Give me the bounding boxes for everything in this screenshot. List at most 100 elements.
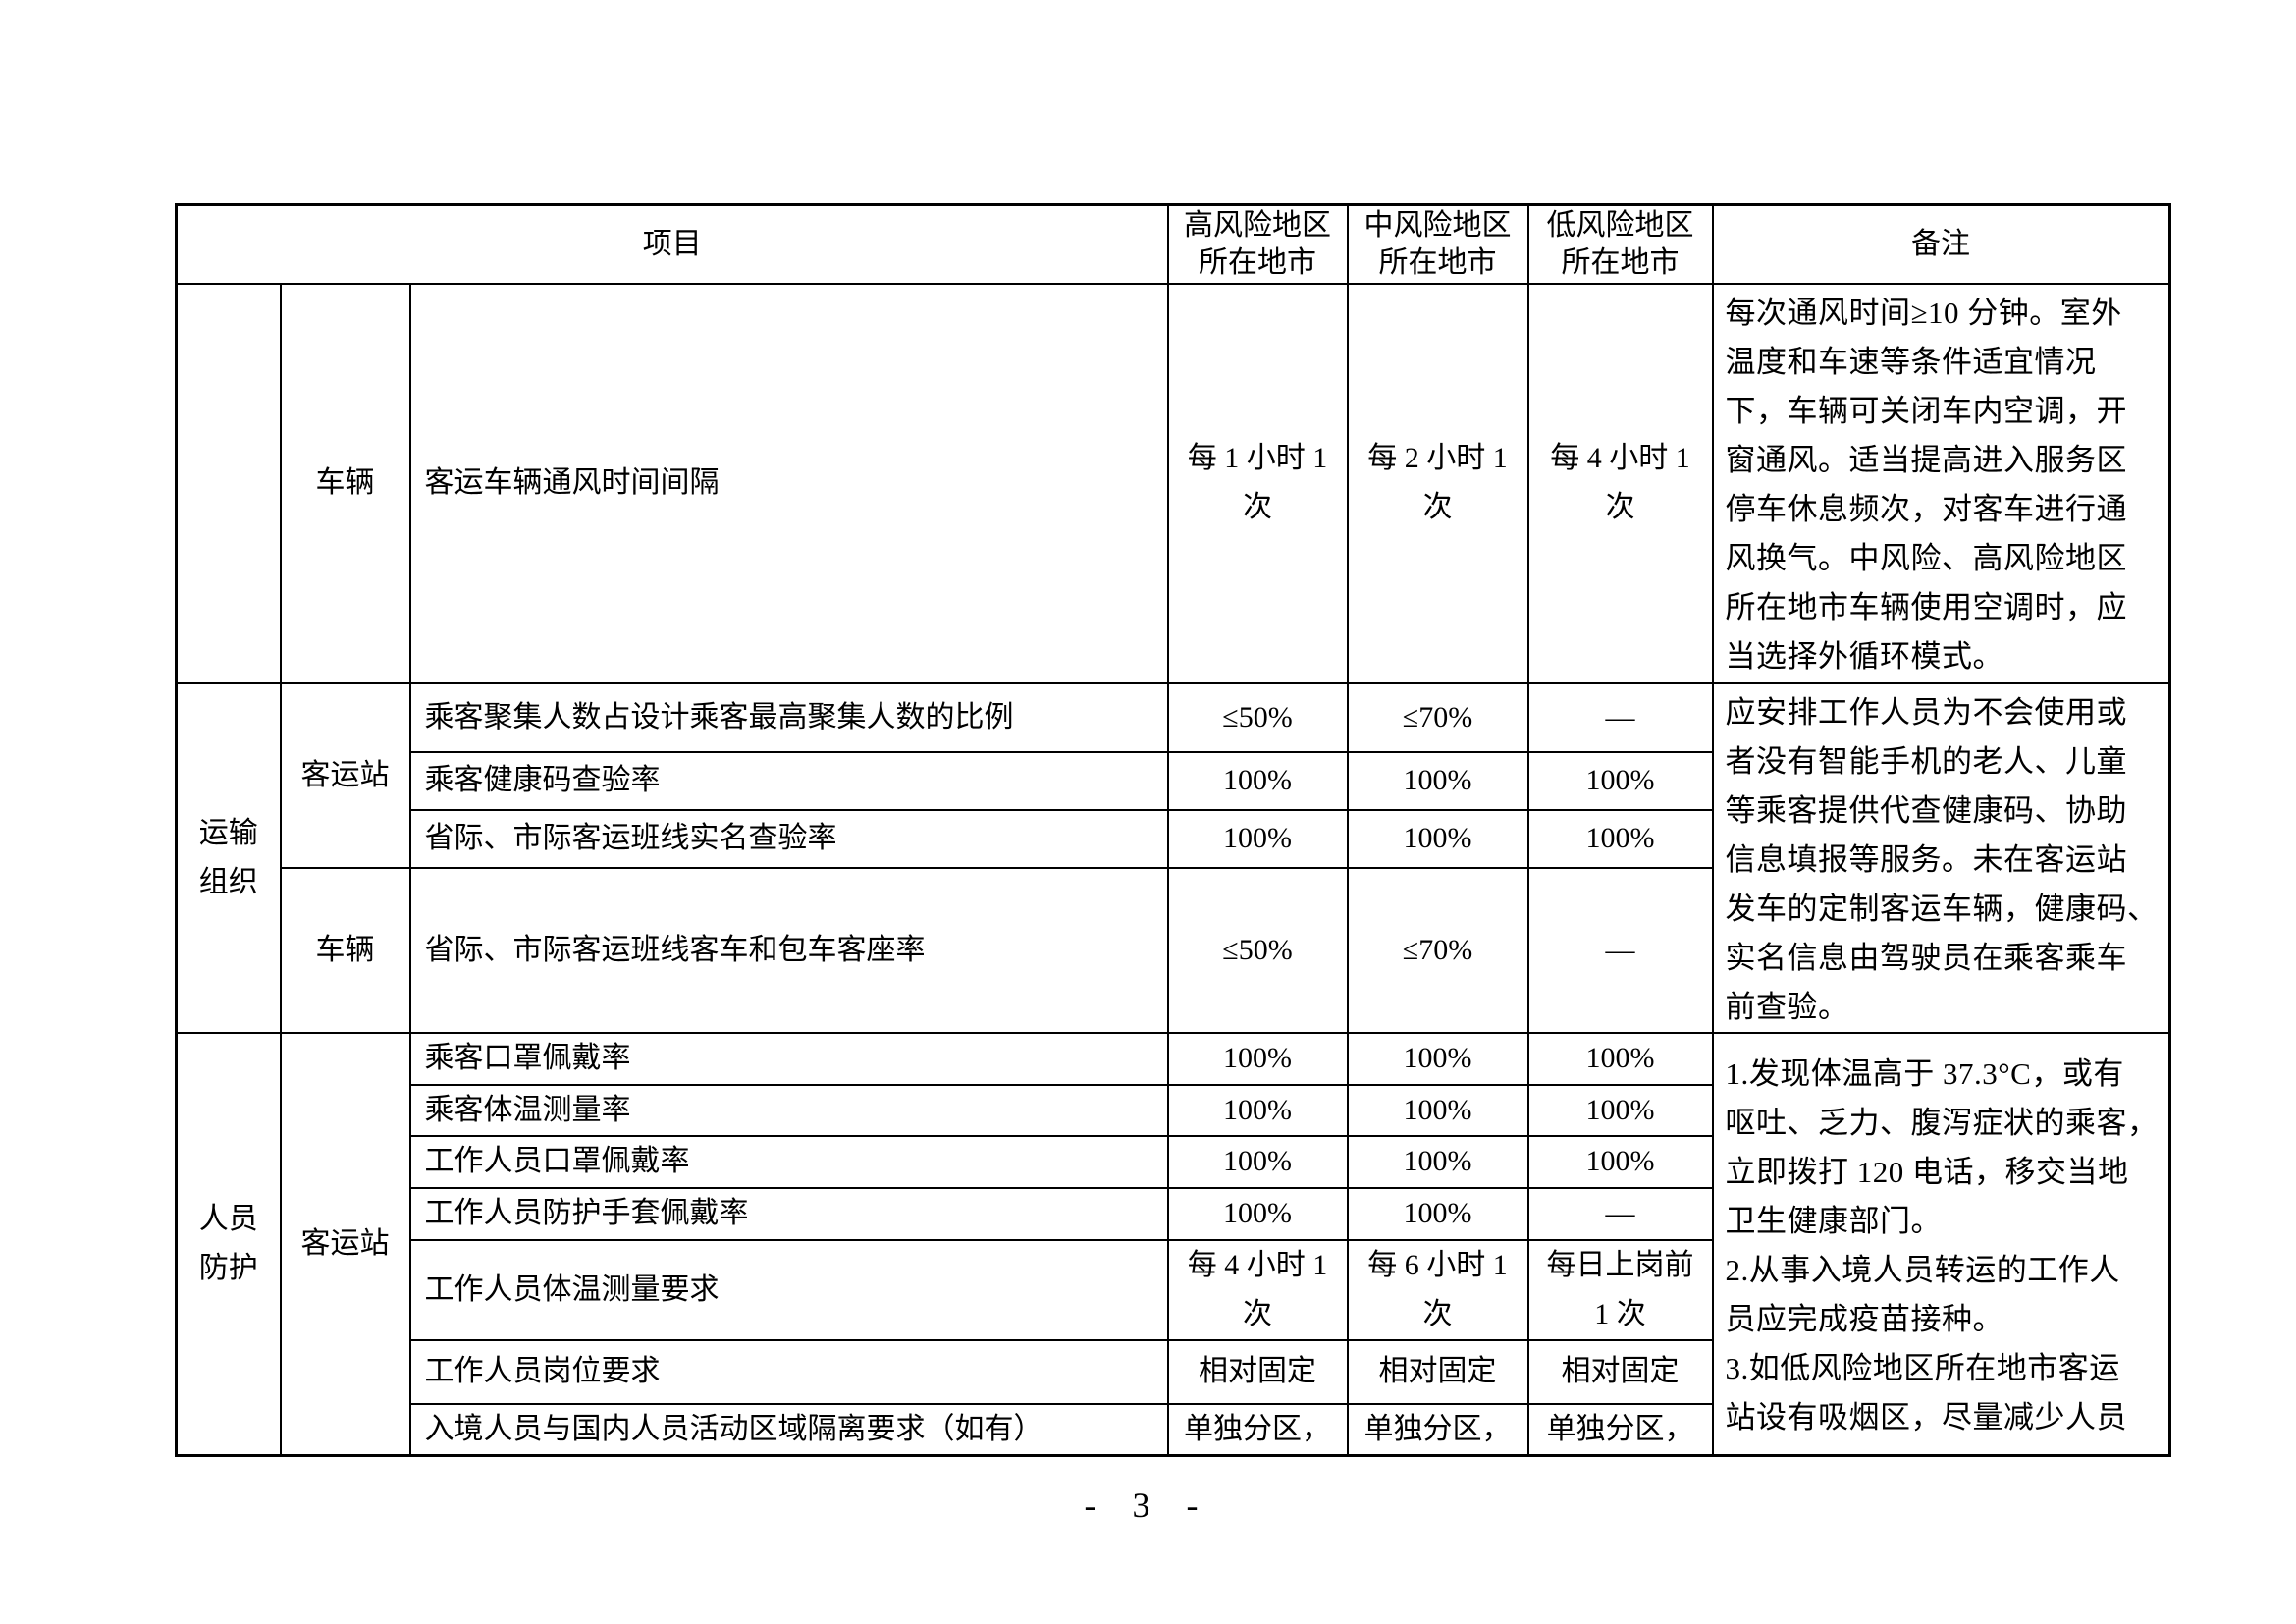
header-row: 项目 高风险地区 所在地市 中风险地区 所在地市 低风险地区 所在地市 备注	[175, 203, 2170, 285]
high-risk-cell: 单独分区，	[1166, 1402, 1349, 1456]
mid-risk-cell: 100%	[1346, 750, 1529, 811]
header-item: 项目	[175, 203, 1169, 285]
item-cell: 乘客聚集人数占设计乘客最高聚集人数的比例	[408, 681, 1169, 753]
low-risk-cell: —	[1526, 1186, 1714, 1241]
item-cell: 省际、市际客运班线客车和包车客座率	[408, 866, 1169, 1034]
low-risk-cell: 100%	[1526, 1134, 1714, 1189]
category-cell: 人员 防护	[175, 1031, 282, 1456]
low-risk-cell: 相对固定	[1526, 1338, 1714, 1405]
table-row: 乘客体温测量率 100% 100% 100%	[177, 1083, 2170, 1137]
mid-risk-cell: 100%	[1346, 1186, 1529, 1241]
header-remark: 备注	[1711, 203, 2170, 285]
remark-line: 风换气。中风险、高风险地区	[1725, 540, 2127, 575]
item-cell: 工作人员体温测量要求	[408, 1238, 1169, 1341]
remark-line: 等乘客提供代查健康码、协助	[1725, 792, 2127, 828]
remark-line: 实名信息由驾驶员在乘客乘车	[1725, 940, 2127, 975]
table-row: 乘客健康码查验率 100% 100% 100%	[177, 750, 2170, 811]
remark-line: 窗通风。适当提高进入服务区	[1725, 442, 2127, 477]
mid-risk-cell: 100%	[1346, 1031, 1529, 1086]
remark-line: 立即拨打 120 电话，移交当地	[1725, 1154, 2129, 1189]
high-risk-cell: 100%	[1166, 808, 1349, 869]
item-cell: 入境人员与国内人员活动区域隔离要求（如有）	[408, 1402, 1169, 1456]
mid-risk-cell: 100%	[1346, 1134, 1529, 1189]
item-cell: 省际、市际客运班线实名查验率	[408, 808, 1169, 869]
remark-line: 停车休息频次，对客车进行通	[1725, 491, 2127, 526]
low-risk-cell: —	[1526, 681, 1714, 753]
table-row: 省际、市际客运班线实名查验率 100% 100% 100%	[177, 808, 2170, 869]
remark-line: 下，车辆可关闭车内空调，开	[1725, 393, 2127, 428]
remark-line: 发车的定制客运车辆，健康码、	[1725, 891, 2159, 926]
remark-cell: 1.发现体温高于 37.3°C，或有 呕吐、乏力、腹泻症状的乘客， 立即拨打 120…	[1711, 1031, 2170, 1456]
category-cell-empty	[175, 282, 282, 684]
mid-risk-cell: 单独分区，	[1346, 1402, 1529, 1456]
category-cell: 运输 组织	[175, 681, 282, 1034]
subcategory-cell: 客运站	[279, 681, 411, 869]
remark-line: 应安排工作人员为不会使用或	[1725, 694, 2127, 730]
table-row: 工作人员岗位要求 相对固定 相对固定 相对固定	[177, 1338, 2170, 1405]
header-high-risk: 高风险地区 所在地市	[1166, 203, 1349, 285]
remark-line: 卫生健康部门。	[1725, 1203, 1942, 1238]
header-mid-risk: 中风险地区 所在地市	[1346, 203, 1529, 285]
remark-line: 当选择外循环模式。	[1725, 638, 2003, 674]
remark-line: 温度和车速等条件适宜情况	[1725, 344, 2097, 379]
low-risk-cell: 100%	[1526, 750, 1714, 811]
high-risk-cell: ≤50%	[1166, 866, 1349, 1034]
high-risk-cell: 100%	[1166, 1186, 1349, 1241]
high-risk-cell: 100%	[1166, 1083, 1349, 1137]
mid-risk-cell: 相对固定	[1346, 1338, 1529, 1405]
epidemic-prevention-table: 项目 高风险地区 所在地市 中风险地区 所在地市 低风险地区 所在地市 备注 车辆 客…	[175, 203, 2171, 1457]
mid-risk-cell: ≤70%	[1346, 866, 1529, 1034]
remark-line: 1.发现体温高于 37.3°C，或有	[1725, 1056, 2124, 1091]
remark-line: 所在地市车辆使用空调时，应	[1725, 589, 2127, 624]
item-cell: 乘客体温测量率	[408, 1083, 1169, 1137]
remark-line: 员应完成疫苗接种。	[1725, 1301, 2003, 1336]
high-risk-cell: 100%	[1166, 1134, 1349, 1189]
remark-line: 者没有智能手机的老人、儿童	[1725, 743, 2127, 779]
subcategory-cell: 车辆	[279, 866, 411, 1034]
subcategory-cell: 车辆	[279, 282, 411, 684]
header-low-risk: 低风险地区 所在地市	[1526, 203, 1714, 285]
high-risk-cell: 100%	[1166, 750, 1349, 811]
high-risk-cell: 100%	[1166, 1031, 1349, 1086]
high-risk-cell: ≤50%	[1166, 681, 1349, 753]
remark-line: 前查验。	[1725, 989, 1849, 1024]
table-row: 工作人员防护手套佩戴率 100% 100% —	[177, 1186, 2170, 1241]
table-row: 人员 防护 客运站 乘客口罩佩戴率 100% 100% 100% 1.发现体温高于 37.3°…	[175, 1031, 2170, 1456]
high-risk-cell: 相对固定	[1166, 1338, 1349, 1405]
remark-cell: 应安排工作人员为不会使用或 者没有智能手机的老人、儿童 等乘客提供代查健康码、协助信…	[1711, 681, 2170, 1034]
low-risk-cell: 每日上岗前 1 次	[1526, 1238, 1714, 1341]
subcategory-cell: 客运站	[279, 1031, 411, 1456]
item-cell: 工作人员口罩佩戴率	[408, 1134, 1169, 1189]
table-row: 工作人员口罩佩戴率 100% 100% 100%	[177, 1134, 2170, 1189]
low-risk-cell: 单独分区，	[1526, 1402, 1714, 1456]
item-cell: 乘客口罩佩戴率	[408, 1031, 1169, 1086]
remark-line: 呕吐、乏力、腹泻症状的乘客，	[1725, 1105, 2159, 1140]
mid-risk-cell: ≤70%	[1346, 681, 1529, 753]
low-risk-cell: 100%	[1526, 808, 1714, 869]
remark-line: 站设有吸烟区，尽量减少人员	[1725, 1399, 2127, 1435]
remark-cell: 每次通风时间≥10 分钟。室外 温度和车速等条件适宜情况 下，车辆可关闭车内空调，开…	[1711, 282, 2170, 684]
item-cell: 工作人员岗位要求	[408, 1338, 1169, 1405]
item-cell: 乘客健康码查验率	[408, 750, 1169, 811]
table-row: 车辆 省际、市际客运班线客车和包车客座率 ≤50% ≤70% —	[177, 866, 2170, 1034]
table-row: 运输 组织 客运站 乘客聚集人数占设计乘客最高聚集人数的比例 ≤50% ≤70% …	[175, 681, 2170, 1034]
item-cell: 工作人员防护手套佩戴率	[408, 1186, 1169, 1241]
remark-line: 信息填报等服务。未在客运站	[1725, 841, 2127, 877]
low-risk-cell: 100%	[1526, 1031, 1714, 1086]
low-risk-cell: —	[1526, 866, 1714, 1034]
remark-line: 2.从事入境人员转运的工作人	[1725, 1252, 2120, 1287]
table-row: 入境人员与国内人员活动区域隔离要求（如有） 单独分区， 单独分区， 单独分区，	[177, 1402, 2170, 1456]
mid-risk-cell: 100%	[1346, 808, 1529, 869]
low-risk-cell: 100%	[1526, 1083, 1714, 1137]
mid-risk-cell: 100%	[1346, 1083, 1529, 1137]
remark-line: 每次通风时间≥10 分钟。室外	[1725, 295, 2122, 330]
item-cell: 客运车辆通风时间间隔	[408, 282, 1169, 684]
page-number: - 3 -	[1084, 1486, 1212, 1525]
